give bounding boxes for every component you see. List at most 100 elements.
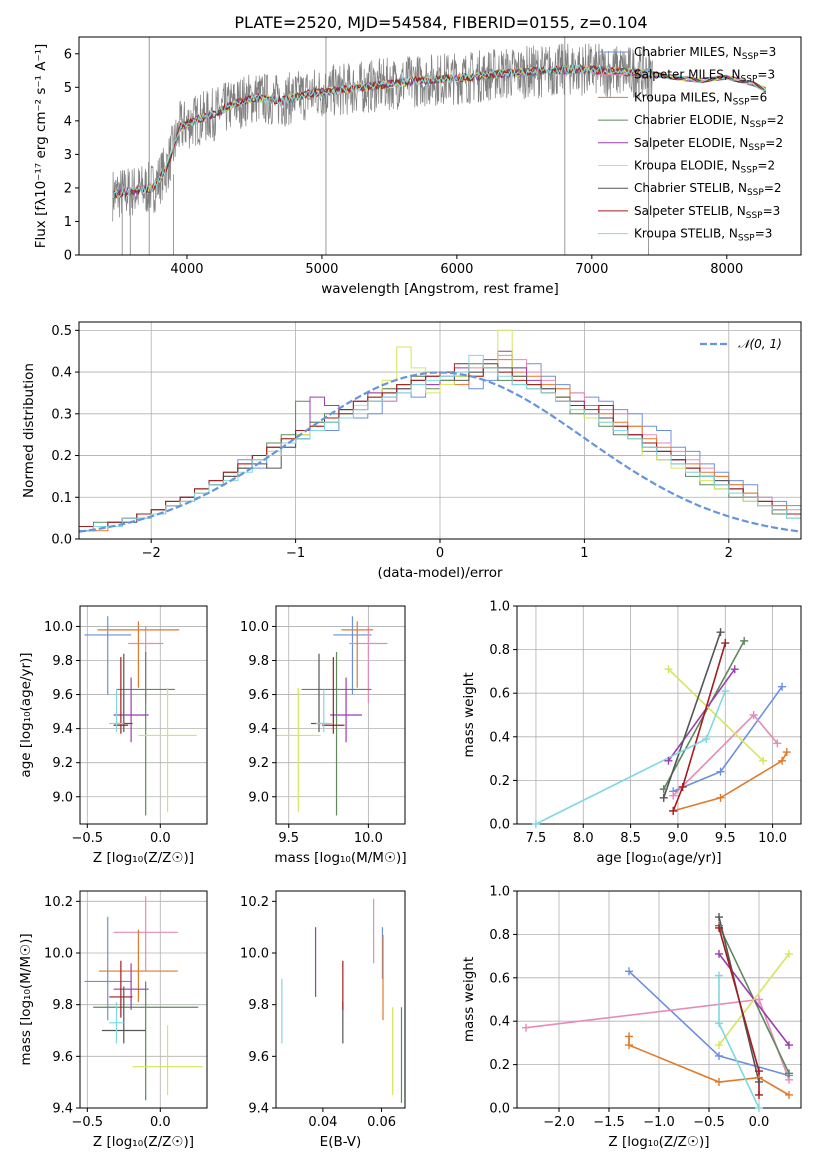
mass-weight-vs-metallicity-panel: −2.0 −1.5 −1.0 −0.5 0.0 0.0 0.2 0.4 0.6 0.8 1.0 Z [… (461, 885, 802, 1150)
model-spectrum-extension (652, 71, 766, 92)
y-tick-label: 0.8 (489, 928, 510, 943)
mass-vs-ebv-panel: 0.04 0.06 9.4 9.6 9.8 10.0 10.2 E(B-V) (240, 890, 406, 1150)
plus-marker (755, 995, 763, 1004)
plus-marker (785, 1090, 793, 1099)
plus-marker (785, 1041, 793, 1050)
x-axis-label: Z [log₁₀(Z/Z☉)] (608, 1134, 709, 1150)
plus-marker (755, 1067, 763, 1076)
axes: −0.5 0.0 9.4 9.6 9.8 10.0 10.2 Z [log₁₀(Z/Z☉)] m… (18, 890, 208, 1150)
x-tick-label: −0.5 (72, 831, 104, 846)
mass-weight-line (672, 686, 783, 793)
x-tick-label: 9.5 (278, 831, 299, 846)
x-tick-label: 7.5 (526, 831, 547, 846)
y-tick-label: 10.0 (240, 620, 269, 635)
axes-frame (516, 605, 802, 825)
age-vs-metallicity-panel: −0.5 0.0 9.0 9.2 9.4 9.6 9.8 10.0 Z [log₁₀(Z/Z☉)… (18, 605, 208, 866)
y-tick-label: 0.3 (51, 407, 72, 422)
legend-label: 𝒩(0, 1) (738, 337, 782, 351)
legend-label: Chabrier STELIB, NSSP=2 (634, 181, 782, 198)
y-tick-label: 3 (64, 148, 72, 163)
plus-marker (715, 1077, 723, 1086)
y-tick-label: 9.4 (52, 1102, 73, 1117)
residual-histogram-panel: −2 −1 0 1 2 0.0 0.1 0.2 0.3 0.4 0.5 (data-model)/er… (21, 321, 802, 581)
axes: 4000 5000 6000 7000 8000 0 1 2 3 4 5 6 wavelength [A… (33, 36, 802, 297)
mass-weight-line (718, 953, 790, 1046)
plus-marker (659, 785, 668, 794)
plus-marker (721, 687, 730, 696)
plus-marker (669, 806, 678, 815)
y-tick-label: 0.4 (489, 1015, 510, 1030)
y-tick-label: 0.2 (489, 1058, 510, 1073)
legend-label: Kroupa STELIB, NSSP=3 (634, 227, 772, 244)
x-tick-label: 8000 (710, 262, 743, 277)
plot-area (84, 616, 197, 816)
y-tick-label: 0.2 (51, 449, 72, 464)
y-tick-label: 4 (64, 114, 72, 129)
y-tick-label: 0.4 (489, 730, 510, 745)
x-tick-label: 9.0 (668, 831, 689, 846)
plus-marker (759, 756, 768, 765)
plus-marker (625, 967, 633, 976)
plus-marker (702, 734, 711, 743)
y-tick-label: 0.0 (489, 1102, 510, 1117)
x-axis-label: wavelength [Angstrom, rest frame] (321, 281, 559, 297)
plus-marker (785, 949, 793, 958)
plus-marker (730, 665, 739, 674)
x-tick-label: 2 (725, 546, 733, 561)
spectrum-panel: 4000 5000 6000 7000 8000 0 1 2 3 4 5 6 wavelength [A… (33, 36, 802, 297)
model-spectrum-line (112, 64, 653, 199)
plot-area (276, 616, 388, 816)
plot-area (112, 37, 767, 255)
plot-area (525, 916, 790, 1108)
y-tick-label: 2 (64, 181, 72, 196)
axes: −2.0 −1.5 −1.0 −0.5 0.0 0.0 0.2 0.4 0.6 0.8 1.0 Z [… (461, 885, 802, 1150)
y-tick-label: 0.0 (489, 818, 510, 833)
y-tick-label: 1 (64, 215, 72, 230)
axes: −0.5 0.0 9.0 9.2 9.4 9.6 9.8 10.0 Z [log₁₀(Z/Z☉)… (18, 605, 208, 866)
y-tick-label: 9.6 (248, 688, 269, 703)
spectrum-legend: Chabrier MILES, NSSP=3 Salpeter MILES, NS… (598, 45, 784, 244)
x-tick-label: −0.5 (72, 1115, 104, 1130)
y-tick-label: 0.5 (51, 324, 72, 339)
y-tick-label: 0 (64, 249, 72, 264)
y-tick-label: 9.6 (52, 688, 73, 703)
legend-label: Kroupa MILES, NSSP=6 (634, 90, 767, 107)
axes-frame (275, 605, 406, 825)
plus-marker (755, 1077, 763, 1086)
y-tick-label: 10.0 (240, 947, 269, 962)
x-tick-label: 9.5 (715, 831, 736, 846)
axes-frame (78, 36, 802, 256)
x-tick-label: 0.06 (367, 1115, 396, 1130)
y-tick-label: 9.8 (52, 998, 73, 1013)
mass-weight-line (718, 975, 760, 1108)
y-tick-label: 9.6 (52, 1050, 73, 1065)
y-tick-label: 9.4 (248, 1102, 269, 1117)
y-tick-label: 10.2 (44, 895, 73, 910)
y-tick-label: 9.8 (52, 654, 73, 669)
residual-histogram-step (79, 354, 801, 532)
plus-marker (785, 1069, 793, 1078)
x-tick-label: 0.0 (749, 1115, 770, 1130)
age-vs-mass-panel: 9.5 10.0 9.0 9.2 9.4 9.6 9.8 10.0 mass [log₁₀(M/… (240, 605, 407, 866)
y-tick-label: 0.1 (51, 491, 72, 506)
y-tick-label: 9.2 (248, 756, 269, 771)
y-tick-label: 1.0 (489, 885, 510, 900)
mass-weight-line (662, 631, 722, 799)
x-tick-label: −1.0 (643, 1115, 675, 1130)
plus-marker (664, 756, 673, 765)
plus-marker (778, 756, 787, 765)
plus-marker (716, 628, 725, 637)
plus-marker (715, 949, 723, 958)
y-tick-label: 0.6 (489, 687, 510, 702)
x-tick-label: 8.5 (620, 831, 641, 846)
y-tick-label: 9.4 (52, 722, 73, 737)
x-tick-label: 0.0 (150, 1115, 171, 1130)
y-tick-label: 10.0 (44, 947, 73, 962)
y-axis-label: mass [log₁₀(M/M☉)] (18, 933, 34, 1065)
x-tick-label: 10.0 (758, 831, 787, 846)
y-tick-label: 10.0 (44, 620, 73, 635)
y-tick-label: 9.8 (248, 998, 269, 1013)
y-tick-label: 0.6 (489, 971, 510, 986)
x-axis-label: (data-model)/error (377, 565, 503, 581)
x-tick-label: 0.04 (308, 1115, 337, 1130)
